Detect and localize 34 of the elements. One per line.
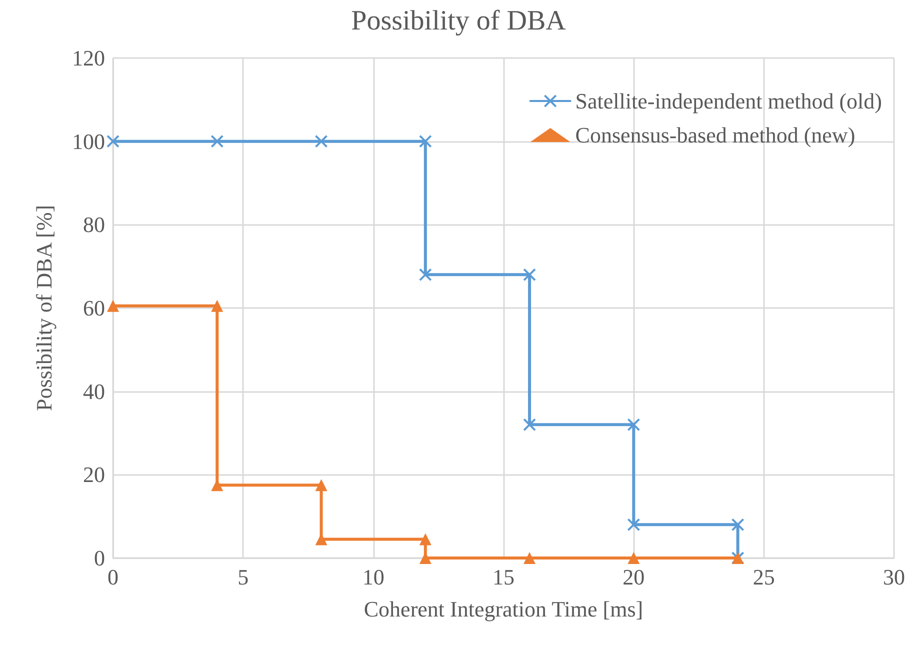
point — [627, 418, 640, 432]
point — [315, 479, 328, 492]
point — [524, 552, 536, 564]
x-tick-label: 15 — [492, 564, 514, 590]
x-tick-label: 20 — [622, 564, 645, 590]
point — [731, 518, 744, 532]
x-axis-title: Coherent Integration Time [ms] — [364, 596, 644, 622]
point — [628, 552, 640, 564]
point — [314, 134, 328, 148]
legend-label: Consensus-based method (new) — [575, 122, 856, 148]
point — [627, 518, 640, 532]
y-tick-label: 120 — [72, 46, 105, 70]
y-tick-label: 100 — [72, 128, 105, 154]
point — [419, 533, 432, 546]
point — [523, 268, 536, 282]
point — [107, 300, 119, 312]
point — [211, 300, 224, 312]
point — [418, 268, 432, 282]
point — [523, 418, 536, 432]
y-tick-label: 0 — [94, 546, 105, 570]
y-tick-label: 60 — [83, 296, 105, 320]
chart-title: Possibility of DBA — [351, 6, 567, 36]
legend-label: Satellite-independent method (old) — [575, 88, 882, 114]
point — [210, 134, 224, 148]
x-tick-label: 10 — [362, 564, 384, 590]
y-axis-title: Possibility of DBA [%] — [32, 205, 56, 411]
x-tick-label: 30 — [883, 564, 905, 590]
y-tick-label: 20 — [83, 462, 105, 488]
x-tick-label: 5 — [238, 564, 249, 590]
point — [106, 134, 120, 148]
x-tick-label: 25 — [752, 564, 775, 590]
point — [418, 134, 432, 148]
y-tick-label: 40 — [83, 378, 105, 404]
y-tick-label: 80 — [83, 212, 105, 238]
